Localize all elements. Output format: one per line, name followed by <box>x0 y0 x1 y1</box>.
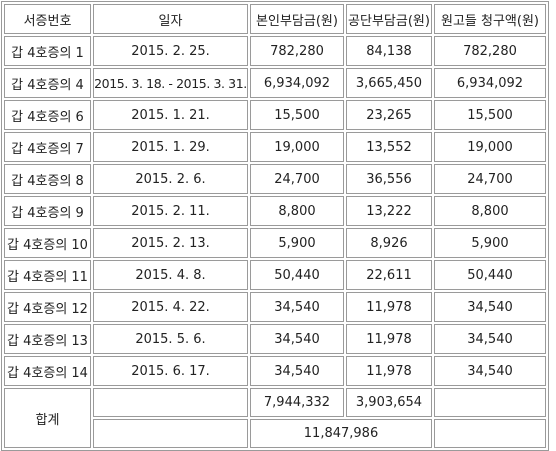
total-date-empty <box>93 388 248 417</box>
cell-date: 2015. 6. 17. <box>93 356 248 386</box>
table-row: 갑 4호증의 13 2015. 5. 6. 34,540 11,978 34,540 <box>4 324 546 354</box>
cell-claim-amount: 15,500 <box>434 100 546 130</box>
total-label: 합계 <box>4 388 91 448</box>
cell-claim-amount: 782,280 <box>434 36 546 66</box>
combined-claim-empty <box>434 419 546 448</box>
cell-date: 2015. 1. 29. <box>93 132 248 162</box>
cell-date: 2015. 4. 22. <box>93 292 248 322</box>
cell-date: 2015. 2. 11. <box>93 196 248 226</box>
table-row: 갑 4호증의 6 2015. 1. 21. 15,500 23,265 15,500 <box>4 100 546 130</box>
cell-evidence-number: 갑 4호증의 4 <box>4 68 91 98</box>
header-evidence-number: 서증번호 <box>4 4 91 34</box>
cell-claim-amount: 8,800 <box>434 196 546 226</box>
header-corporation-pay: 공단부담금(원) <box>346 4 432 34</box>
table-row: 갑 4호증의 7 2015. 1. 29. 19,000 13,552 19,000 <box>4 132 546 162</box>
table-row: 갑 4호증의 4 2015. 3. 18. - 2015. 3. 31. 6,934… <box>4 68 546 98</box>
table-row: 갑 4호증의 10 2015. 2. 13. 5,900 8,926 5,900 <box>4 228 546 258</box>
cell-date: 2015. 4. 8. <box>93 260 248 290</box>
cell-evidence-number: 갑 4호증의 8 <box>4 164 91 194</box>
combined-total-row: 11,847,986 <box>4 419 546 448</box>
cell-corporation-pay: 3,665,450 <box>346 68 432 98</box>
total-claim-empty <box>434 388 546 417</box>
cell-evidence-number: 갑 4호증의 10 <box>4 228 91 258</box>
cell-claim-amount: 34,540 <box>434 324 546 354</box>
cell-corporation-pay: 36,556 <box>346 164 432 194</box>
total-self-pay: 7,944,332 <box>250 388 344 417</box>
cell-self-pay: 15,500 <box>250 100 344 130</box>
total-corporation-pay: 3,903,654 <box>346 388 432 417</box>
cell-self-pay: 34,540 <box>250 292 344 322</box>
table-row: 갑 4호증의 9 2015. 2. 11. 8,800 13,222 8,800 <box>4 196 546 226</box>
cell-self-pay: 24,700 <box>250 164 344 194</box>
cell-claim-amount: 5,900 <box>434 228 546 258</box>
cell-corporation-pay: 11,978 <box>346 324 432 354</box>
cell-self-pay: 6,934,092 <box>250 68 344 98</box>
cell-evidence-number: 갑 4호증의 7 <box>4 132 91 162</box>
total-row: 합계 7,944,332 3,903,654 <box>4 388 546 448</box>
cell-self-pay: 19,000 <box>250 132 344 162</box>
cell-corporation-pay: 13,552 <box>346 132 432 162</box>
combined-total: 11,847,986 <box>250 419 432 448</box>
cell-evidence-number: 갑 4호증의 1 <box>4 36 91 66</box>
header-date: 일자 <box>93 4 248 34</box>
cell-date: 2015. 2. 6. <box>93 164 248 194</box>
cell-claim-amount: 6,934,092 <box>434 68 546 98</box>
combined-date-empty <box>93 419 248 448</box>
cell-corporation-pay: 11,978 <box>346 356 432 386</box>
header-claim-amount: 원고들 청구액(원) <box>434 4 546 34</box>
cell-corporation-pay: 13,222 <box>346 196 432 226</box>
table-row: 갑 4호증의 8 2015. 2. 6. 24,700 36,556 24,700 <box>4 164 546 194</box>
cell-date: 2015. 2. 13. <box>93 228 248 258</box>
cell-corporation-pay: 23,265 <box>346 100 432 130</box>
cell-date: 2015. 3. 18. - 2015. 3. 31. <box>93 68 248 98</box>
header-row: 서증번호 일자 본인부담금(원) 공단부담금(원) 원고들 청구액(원) <box>4 4 546 34</box>
cell-corporation-pay: 11,978 <box>346 292 432 322</box>
cell-claim-amount: 34,540 <box>434 356 546 386</box>
cell-evidence-number: 갑 4호증의 6 <box>4 100 91 130</box>
table-row: 갑 4호증의 14 2015. 6. 17. 34,540 11,978 34,540 <box>4 356 546 386</box>
cell-evidence-number: 갑 4호증의 12 <box>4 292 91 322</box>
cell-date: 2015. 1. 21. <box>93 100 248 130</box>
cell-self-pay: 5,900 <box>250 228 344 258</box>
cell-self-pay: 50,440 <box>250 260 344 290</box>
cell-claim-amount: 50,440 <box>434 260 546 290</box>
cell-self-pay: 34,540 <box>250 324 344 354</box>
cell-corporation-pay: 8,926 <box>346 228 432 258</box>
cell-self-pay: 8,800 <box>250 196 344 226</box>
table-row: 갑 4호증의 12 2015. 4. 22. 34,540 11,978 34,540 <box>4 292 546 322</box>
cell-claim-amount: 19,000 <box>434 132 546 162</box>
cell-evidence-number: 갑 4호증의 14 <box>4 356 91 386</box>
cell-corporation-pay: 84,138 <box>346 36 432 66</box>
cell-self-pay: 34,540 <box>250 356 344 386</box>
header-self-pay: 본인부담금(원) <box>250 4 344 34</box>
cell-claim-amount: 24,700 <box>434 164 546 194</box>
cell-evidence-number: 갑 4호증의 13 <box>4 324 91 354</box>
cell-date: 2015. 5. 6. <box>93 324 248 354</box>
table-row: 갑 4호증의 11 2015. 4. 8. 50,440 22,611 50,440 <box>4 260 546 290</box>
cell-self-pay: 782,280 <box>250 36 344 66</box>
cell-corporation-pay: 22,611 <box>346 260 432 290</box>
table-row: 갑 4호증의 1 2015. 2. 25. 782,280 84,138 782,280 <box>4 36 546 66</box>
cell-claim-amount: 34,540 <box>434 292 546 322</box>
cell-evidence-number: 갑 4호증의 11 <box>4 260 91 290</box>
cell-evidence-number: 갑 4호증의 9 <box>4 196 91 226</box>
cell-date: 2015. 2. 25. <box>93 36 248 66</box>
